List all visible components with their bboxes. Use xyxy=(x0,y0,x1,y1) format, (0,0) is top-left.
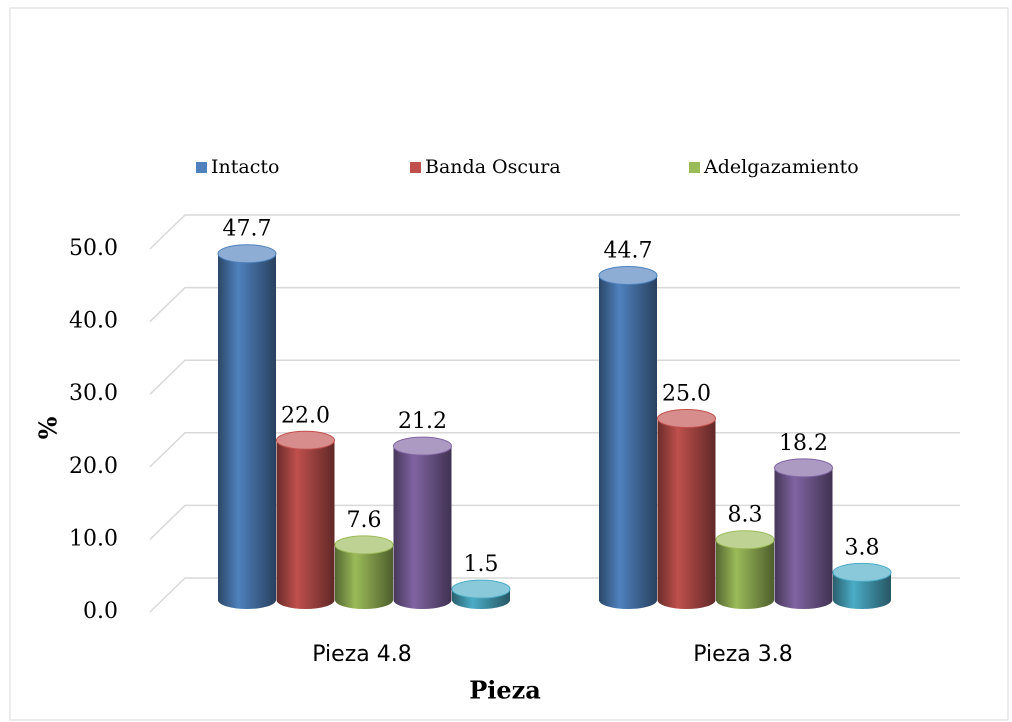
y-tick-label: 50.0 xyxy=(69,236,118,261)
legend-swatch xyxy=(410,162,421,173)
bar-top xyxy=(451,579,511,599)
bar-top xyxy=(715,530,775,550)
y-tick-label: 10.0 xyxy=(69,526,118,551)
y-tick-label: 20.0 xyxy=(69,454,118,479)
grid-line xyxy=(149,359,960,395)
legend-swatch xyxy=(196,162,207,173)
bar-top xyxy=(217,244,277,264)
data-label: 8.3 xyxy=(728,503,763,528)
x-tick-label: Pieza 3.8 xyxy=(693,642,792,667)
y-axis-title: % xyxy=(34,416,63,439)
legend-label: Adelgazamiento xyxy=(703,156,859,178)
bar xyxy=(276,431,335,609)
y-tick-label: 0.0 xyxy=(83,599,118,624)
legend-label: Intacto xyxy=(211,156,279,178)
bar-top xyxy=(598,265,658,285)
data-label: 25.0 xyxy=(662,382,711,407)
y-tick-label: 40.0 xyxy=(69,309,118,334)
data-label: 47.7 xyxy=(223,217,272,242)
data-label: 7.6 xyxy=(347,508,382,533)
bar-top xyxy=(393,436,452,456)
grid-line xyxy=(149,214,960,250)
data-label: 44.7 xyxy=(604,238,653,263)
data-label: 18.2 xyxy=(779,431,828,456)
grid-line xyxy=(149,286,960,323)
bar xyxy=(335,535,393,609)
bar xyxy=(218,244,276,609)
bar xyxy=(393,437,452,609)
y-tick-label: 30.0 xyxy=(69,381,118,406)
x-axis-title: Pieza xyxy=(469,676,541,705)
data-label: 21.2 xyxy=(398,409,447,434)
x-tick-label: Pieza 4.8 xyxy=(312,642,411,667)
bar-top xyxy=(334,535,394,555)
data-label: 3.8 xyxy=(845,535,880,560)
data-label: 1.5 xyxy=(464,552,499,577)
legend-label: Banda Oscura xyxy=(425,156,561,178)
bar xyxy=(774,458,833,609)
data-label: 22.0 xyxy=(281,403,330,428)
bar xyxy=(657,409,716,609)
bar xyxy=(599,266,657,609)
bar-top xyxy=(276,430,335,450)
bar-top xyxy=(657,409,716,428)
chart-border xyxy=(9,7,1009,721)
bar-top xyxy=(832,562,892,582)
bar-top xyxy=(774,458,833,478)
legend-swatch xyxy=(689,162,700,173)
bar xyxy=(716,530,774,609)
